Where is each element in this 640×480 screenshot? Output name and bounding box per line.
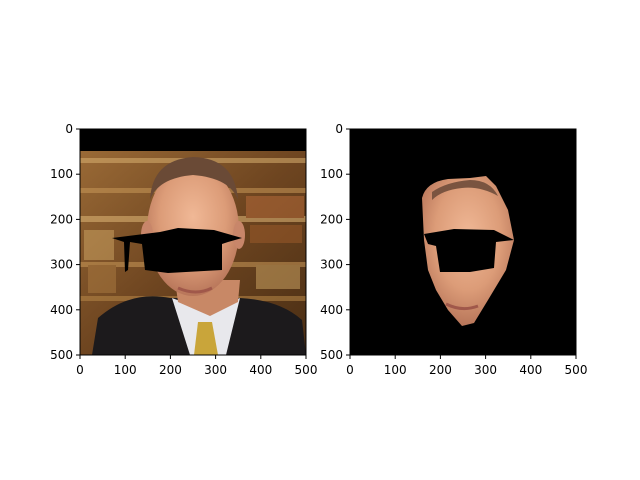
axes-frame-left bbox=[79, 128, 307, 356]
x-tick-label-left: 400 bbox=[249, 363, 272, 377]
y-tick-label-left: 300 bbox=[50, 258, 73, 272]
x-tick-label-right: 300 bbox=[474, 363, 497, 377]
x-tick-label-right: 200 bbox=[429, 363, 452, 377]
x-tick-label-left: 300 bbox=[204, 363, 227, 377]
y-tick-label-left: 400 bbox=[50, 303, 73, 317]
y-tick-label-left: 100 bbox=[50, 167, 73, 181]
x-tick-label-left: 500 bbox=[295, 363, 318, 377]
y-tick-label-left: 0 bbox=[65, 122, 73, 136]
x-tick-label-left: 100 bbox=[114, 363, 137, 377]
face-segmentation-image bbox=[422, 176, 514, 326]
y-tick-label-right: 300 bbox=[320, 258, 343, 272]
y-tick-label-left: 200 bbox=[50, 212, 73, 226]
y-tick-label-right: 200 bbox=[320, 212, 343, 226]
axes-frame-right bbox=[349, 128, 577, 356]
x-tick-label-right: 500 bbox=[565, 363, 588, 377]
y-tick-label-right: 0 bbox=[335, 122, 343, 136]
y-tick-label-right: 400 bbox=[320, 303, 343, 317]
y-tick-label-right: 500 bbox=[320, 348, 343, 362]
y-tick-label-left: 500 bbox=[50, 348, 73, 362]
x-tick-label-right: 100 bbox=[384, 363, 407, 377]
y-tick-label-right: 100 bbox=[320, 167, 343, 181]
x-tick-label-left: 200 bbox=[159, 363, 182, 377]
x-tick-label-right: 0 bbox=[346, 363, 354, 377]
photo-image bbox=[80, 129, 306, 355]
x-tick-label-left: 0 bbox=[76, 363, 84, 377]
x-tick-label-right: 400 bbox=[519, 363, 542, 377]
